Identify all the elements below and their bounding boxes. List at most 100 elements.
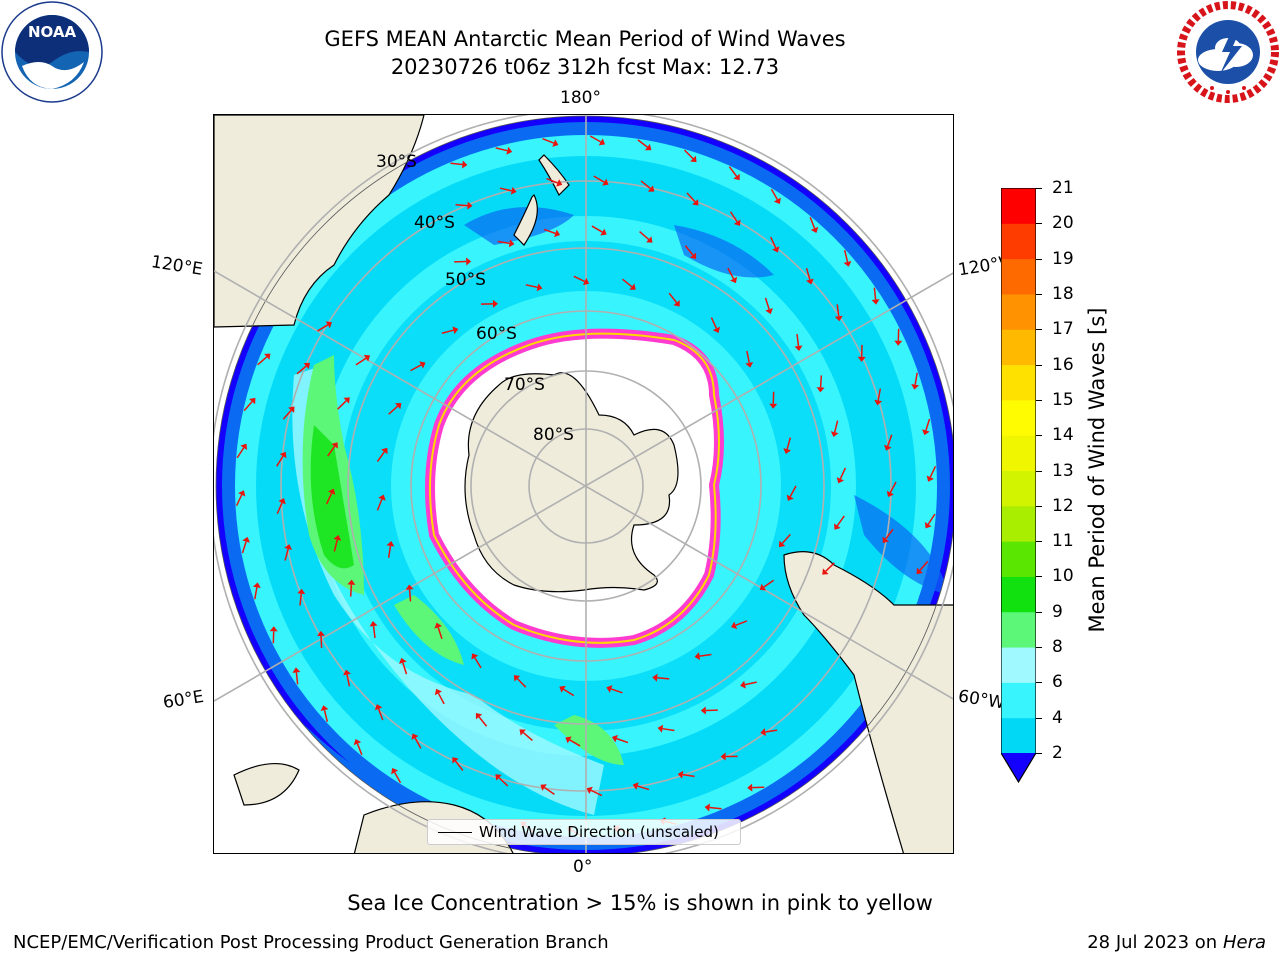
wave-arrow-head <box>320 705 329 712</box>
colorbar-tick-mark <box>1036 753 1042 754</box>
colorbar-tick-label: 12 <box>1052 495 1074 516</box>
wave-arrow-head <box>830 431 839 438</box>
footer-date: 28 Jul 2023 on Hera <box>1087 932 1266 953</box>
colorbar-segment <box>1001 435 1036 471</box>
wave-arrow-shaft <box>327 445 336 457</box>
colorbar-tick-mark <box>1036 470 1042 472</box>
wave-arrow-head <box>343 397 350 404</box>
wave-arrow-shaft <box>346 674 351 687</box>
lat-label-40s: 40°S <box>414 213 455 233</box>
noaa-logo-text: NOAA <box>28 23 77 41</box>
new-zealand-north <box>538 154 570 197</box>
colorbar-segment <box>1001 188 1036 224</box>
colorbar-segment <box>1001 576 1036 613</box>
wave-arrow-shaft <box>889 481 897 493</box>
wave-arrow-head <box>646 236 653 243</box>
wave-arrow-shaft <box>355 357 367 366</box>
wave-arrow-shaft <box>522 732 533 741</box>
wave-arrow-shaft <box>414 737 422 749</box>
wave-arrow-shaft <box>337 400 347 410</box>
wave-arrow-shaft <box>393 771 402 784</box>
wave-arrow-head <box>434 622 442 629</box>
wave-arrow-head <box>834 315 843 322</box>
colorbar-tick-mark <box>1036 505 1042 507</box>
colorbar-tick-label: 15 <box>1052 389 1074 410</box>
sea-ice-caption: Sea Ice Concentration > 15% is shown in … <box>347 891 933 915</box>
wave-arrow-head <box>652 673 658 682</box>
colorbar-tick-mark <box>1036 717 1042 719</box>
wave-arrow-head <box>773 197 781 205</box>
wave-arrow-shaft <box>637 785 650 791</box>
wave-arrow-shaft <box>781 533 791 544</box>
wave-arrow-shaft <box>410 364 422 372</box>
wave-arrow-head <box>690 155 697 163</box>
wave-arrow-head <box>381 447 388 455</box>
wave-arrow-head <box>471 653 479 660</box>
wave-arrow-head <box>333 534 342 541</box>
wave-arrow-shaft <box>839 467 847 480</box>
antarctica <box>464 372 679 593</box>
wave-arrow-head <box>836 477 844 484</box>
colorbar-segment <box>1001 682 1036 719</box>
wave-arrow-head <box>810 226 819 234</box>
wave-arrow-shaft <box>699 653 712 657</box>
wave-arrow-head <box>506 146 513 155</box>
wave-arrow-shaft <box>295 672 299 685</box>
wave-arrow-head <box>452 326 459 335</box>
wave-arrow-head <box>886 490 894 497</box>
colorbar-segment <box>1001 329 1036 366</box>
wave-arrow-head <box>411 733 419 740</box>
wave-arrow-shaft <box>372 625 376 639</box>
wave-arrow-shaft <box>356 743 363 756</box>
wave-arrow-shaft <box>478 716 488 727</box>
wave-arrow-head <box>704 803 710 812</box>
wave-arrow-head <box>554 229 561 238</box>
wave-arrow-head <box>871 299 880 305</box>
lon-label-180: 180° <box>560 88 601 108</box>
wave-arrow-head <box>565 736 572 744</box>
wave-arrow-head <box>760 728 766 736</box>
nws-logo <box>1177 1 1279 103</box>
wave-arrow-head <box>916 567 923 575</box>
colorbar-tick-mark <box>1036 223 1042 225</box>
wave-arrow-shaft <box>441 329 454 334</box>
colorbar-segment <box>1001 717 1036 754</box>
colorbar-segment <box>1001 223 1036 260</box>
wave-arrow-shaft <box>284 548 289 561</box>
wave-arrow-shaft <box>241 541 247 554</box>
wave-arrow-shaft <box>573 275 585 283</box>
wave-arrow-head <box>894 340 903 346</box>
wave-arrow-shaft <box>657 676 670 680</box>
wave-arrow-shaft <box>662 727 675 732</box>
colorbar-segment <box>1001 293 1036 330</box>
wave-arrow-head <box>556 179 563 187</box>
graticule <box>214 115 953 853</box>
wave-arrow-shaft <box>914 372 918 385</box>
wave-arrow-head <box>924 521 932 529</box>
wave-arrow-shaft <box>873 287 877 300</box>
legend-line <box>438 832 472 834</box>
lon-label-60e: 60°E <box>161 686 206 714</box>
chart-subtitle: 20230726 t06z 312h fcst Max: 12.73 <box>390 55 780 79</box>
wave-arrow-shaft <box>497 240 510 245</box>
meridian-60e-120w <box>214 272 953 702</box>
colorbar-segment <box>1001 258 1036 295</box>
madagascar <box>233 762 300 806</box>
wave-arrow-shaft <box>257 356 268 366</box>
wave-arrow-head <box>689 252 697 259</box>
wave-arrow-head <box>692 199 699 206</box>
wave-arrow-head <box>363 354 371 362</box>
wave-arrow-shaft <box>770 236 777 249</box>
colorbar-tick-label: 11 <box>1052 531 1074 552</box>
wave-arrow-head <box>794 345 803 351</box>
colorbar-tick-mark <box>1036 682 1042 684</box>
legend: Wind Wave Direction (unscaled) <box>427 819 741 845</box>
map-canvas <box>214 115 953 853</box>
colorbar-segment <box>1001 470 1036 507</box>
colorbar-segment <box>1001 611 1036 648</box>
wave-arrow-shaft <box>325 492 333 505</box>
wave-arrow-head <box>657 724 664 733</box>
wave-arrow-head <box>495 774 502 781</box>
wave-arrow-shaft <box>686 192 696 203</box>
wave-arrow-shaft <box>437 692 445 705</box>
